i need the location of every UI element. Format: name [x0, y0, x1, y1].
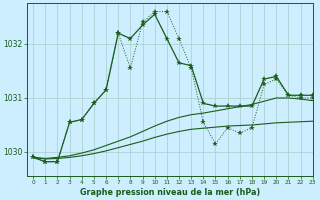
X-axis label: Graphe pression niveau de la mer (hPa): Graphe pression niveau de la mer (hPa) [80, 188, 260, 197]
